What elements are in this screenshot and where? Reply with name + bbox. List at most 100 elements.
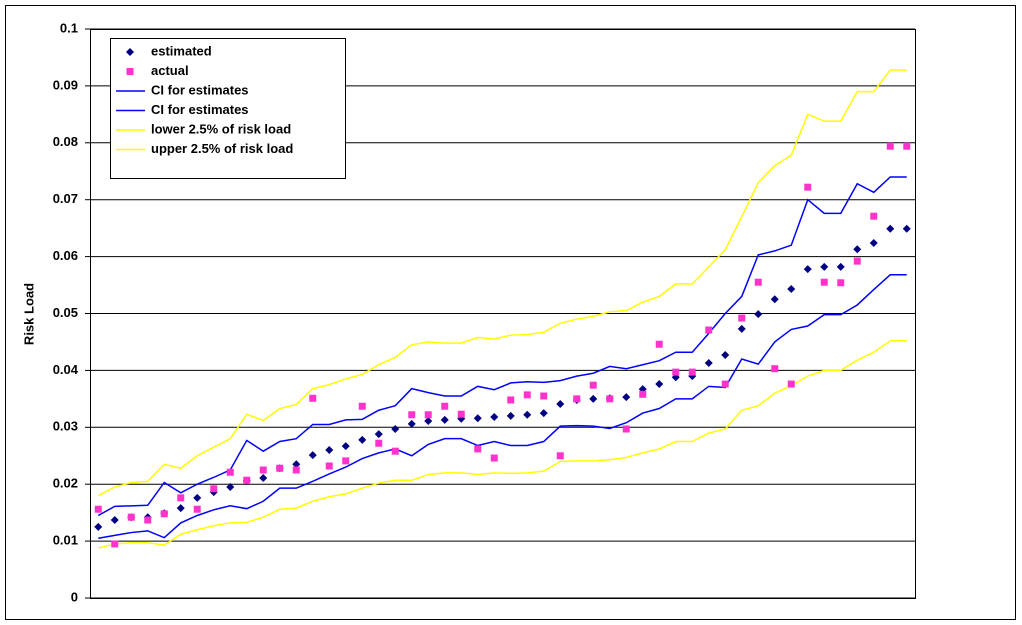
point	[771, 365, 779, 373]
point	[837, 279, 845, 287]
point	[94, 522, 103, 531]
y-tick-label: 0.1	[60, 20, 78, 35]
point	[507, 396, 515, 404]
point	[655, 380, 664, 389]
point	[540, 392, 548, 400]
legend-box	[110, 38, 346, 179]
plot	[94, 69, 911, 549]
point	[358, 402, 366, 410]
point	[886, 224, 895, 233]
point	[176, 504, 185, 513]
point	[737, 324, 746, 333]
point	[506, 411, 515, 420]
point	[308, 451, 317, 460]
point	[292, 460, 301, 469]
legend-swatch	[126, 48, 134, 56]
point	[787, 380, 795, 388]
point	[539, 409, 548, 418]
point	[589, 381, 597, 389]
point	[374, 430, 383, 439]
point	[358, 435, 367, 444]
point	[408, 411, 416, 419]
point	[391, 425, 400, 434]
point	[705, 326, 713, 334]
point	[738, 314, 746, 322]
point	[688, 368, 696, 376]
point	[259, 473, 268, 482]
point	[869, 238, 878, 247]
point	[457, 410, 465, 418]
point	[754, 310, 763, 319]
y-tick-label: 0.05	[53, 305, 78, 320]
point	[820, 278, 828, 286]
point	[474, 445, 482, 453]
point	[803, 265, 812, 274]
point	[721, 380, 729, 388]
point	[259, 466, 267, 474]
point	[556, 452, 564, 460]
legend-label: actual	[151, 63, 189, 78]
point	[325, 462, 333, 470]
y-tick-label: 0.07	[53, 191, 78, 206]
point	[787, 285, 796, 294]
point	[804, 183, 812, 191]
point	[820, 262, 829, 271]
series-line	[98, 340, 907, 549]
point	[407, 419, 416, 428]
point	[325, 446, 334, 455]
point	[672, 368, 680, 376]
plot-border	[90, 29, 916, 599]
point	[342, 457, 350, 465]
point	[193, 505, 201, 513]
point	[853, 245, 862, 254]
point	[243, 476, 251, 484]
y-tick-label: 0.01	[53, 533, 78, 548]
point	[606, 395, 614, 403]
point	[770, 295, 779, 304]
point	[655, 340, 663, 348]
point	[870, 212, 878, 220]
legend-label: CI for estimates	[151, 82, 249, 97]
point	[341, 442, 350, 451]
point	[490, 454, 498, 462]
point	[902, 224, 911, 233]
point	[523, 410, 532, 419]
legend-label: estimated	[151, 43, 212, 58]
point	[853, 257, 861, 265]
series-line	[98, 274, 907, 539]
point	[424, 417, 433, 426]
point	[424, 411, 432, 419]
point	[110, 516, 119, 525]
point	[210, 485, 218, 493]
point	[523, 391, 531, 399]
point	[375, 439, 383, 447]
point	[226, 468, 234, 476]
point	[160, 510, 168, 518]
legend: estimated actual CI for estimates CI for es…	[110, 38, 346, 179]
point	[309, 394, 317, 402]
point	[226, 483, 235, 492]
point	[622, 393, 631, 402]
point	[127, 513, 135, 521]
y-tick-label: 0.06	[53, 248, 78, 263]
y-tick-label: 0.08	[53, 134, 78, 149]
point	[639, 390, 647, 398]
y-tick-label: 0.02	[53, 476, 78, 491]
y-tick-label: 0.03	[53, 419, 78, 434]
legend-label: upper 2.5% of risk load	[151, 141, 293, 156]
point	[193, 493, 202, 502]
point	[391, 447, 399, 455]
legend-label: CI for estimates	[151, 102, 249, 117]
point	[490, 413, 499, 422]
point	[144, 516, 152, 524]
point	[754, 278, 762, 286]
point	[292, 466, 300, 474]
point	[721, 351, 730, 360]
y-axis-label: Risk Load	[21, 283, 36, 345]
point	[573, 395, 581, 403]
point	[473, 414, 482, 423]
point	[111, 540, 119, 548]
legend-label: lower 2.5% of risk load	[151, 121, 291, 136]
point	[836, 262, 845, 271]
